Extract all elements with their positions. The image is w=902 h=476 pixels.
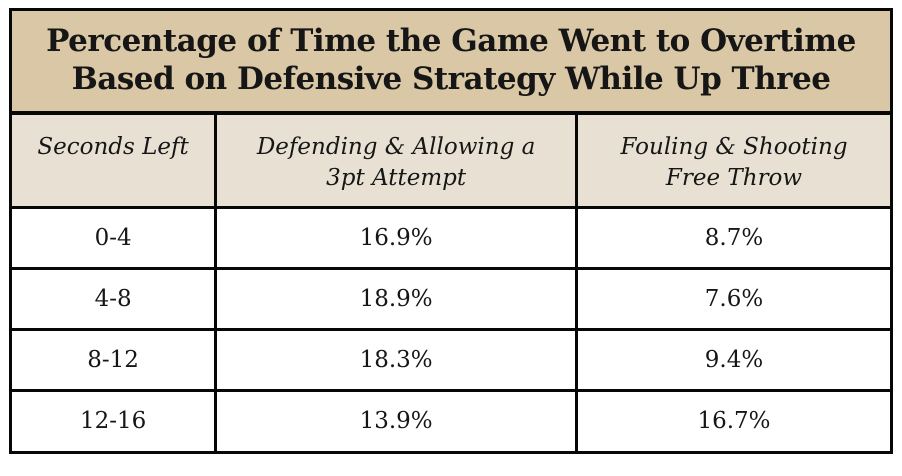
header-text: 3pt Attempt bbox=[326, 165, 467, 192]
cell-defending-pct: 16.9% bbox=[214, 205, 579, 270]
table-title-line-1: Percentage of Time the Game Went to Over… bbox=[46, 23, 856, 60]
table-row: 4-8 18.9% 7.6% bbox=[12, 266, 890, 331]
cell-fouling-pct: 7.6% bbox=[575, 266, 890, 331]
overtime-percentage-table: Percentage of Time the Game Went to Over… bbox=[9, 8, 893, 454]
table-row: 8-12 18.3% 9.4% bbox=[12, 327, 890, 392]
cell-defending-pct: 18.3% bbox=[214, 327, 579, 392]
table-title: Percentage of Time the Game Went to Over… bbox=[12, 11, 890, 115]
table-row: 0-4 16.9% 8.7% bbox=[12, 205, 890, 270]
cell-seconds-range: 0-4 bbox=[12, 205, 218, 270]
cell-defending-pct: 13.9% bbox=[214, 388, 579, 451]
header-text: Defending & Allowing a bbox=[256, 134, 536, 160]
cell-seconds-range: 4-8 bbox=[12, 266, 218, 331]
table-row: 12-16 13.9% 16.7% bbox=[12, 388, 890, 451]
table-title-line-2: Based on Defensive Strategy While Up Thr… bbox=[71, 61, 831, 97]
header-cell-seconds-left: Seconds Left bbox=[12, 115, 218, 209]
cell-fouling-pct: 16.7% bbox=[575, 388, 890, 451]
data-table: Seconds Left Defending & Allowing a 3pt … bbox=[12, 115, 890, 451]
cell-seconds-range: 12-16 bbox=[12, 388, 218, 451]
cell-fouling-pct: 9.4% bbox=[575, 327, 890, 392]
header-cell-fouling: Fouling & Shooting Free Throw bbox=[575, 115, 890, 209]
header-text: Free Throw bbox=[665, 165, 803, 192]
cell-defending-pct: 18.9% bbox=[214, 266, 579, 331]
cell-seconds-range: 8-12 bbox=[12, 327, 218, 392]
header-text: Seconds Left bbox=[37, 134, 189, 160]
table-header-row: Seconds Left Defending & Allowing a 3pt … bbox=[12, 115, 890, 209]
header-cell-defending: Defending & Allowing a 3pt Attempt bbox=[214, 115, 579, 209]
cell-fouling-pct: 8.7% bbox=[575, 205, 890, 270]
header-text: Fouling & Shooting bbox=[620, 134, 848, 160]
